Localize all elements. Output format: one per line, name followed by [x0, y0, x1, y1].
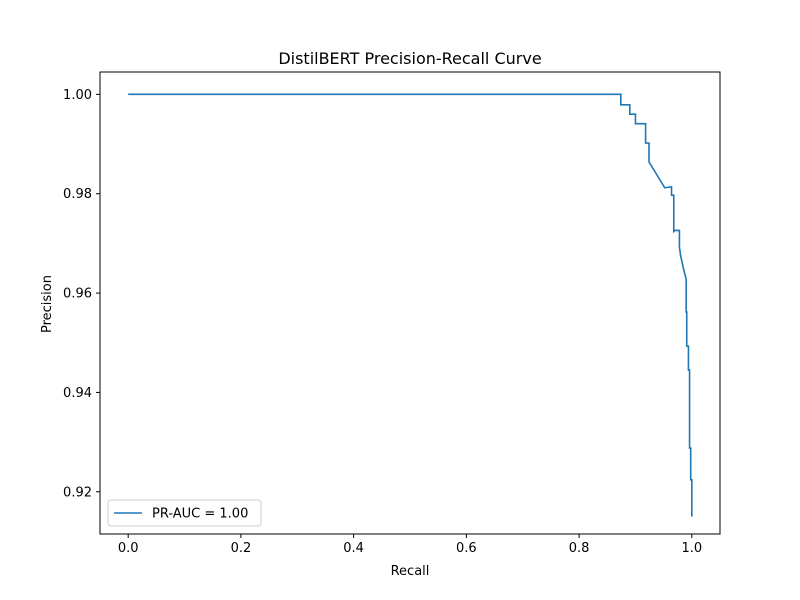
- legend: PR-AUC = 1.00: [107, 499, 262, 527]
- chart-title: DistilBERT Precision-Recall Curve: [278, 49, 541, 68]
- x-axis-ticks: 0.0 0.2 0.4 0.6 0.8 1.0: [118, 534, 702, 556]
- legend-label: PR-AUC = 1.00: [152, 507, 248, 522]
- x-tick-label: 0.4: [343, 541, 364, 556]
- y-tick-label: 0.96: [63, 287, 92, 302]
- x-tick-label: 0.0: [118, 541, 139, 556]
- y-tick-label: 0.98: [63, 187, 92, 202]
- series-line-0: [128, 93, 693, 517]
- x-axis-label: Recall: [391, 564, 430, 579]
- plot-background: [100, 72, 720, 534]
- y-axis-ticks: 0.92 0.94 0.96 0.98 1.00: [63, 88, 100, 500]
- x-tick-label: 0.6: [456, 541, 477, 556]
- legend-box: [107, 499, 262, 527]
- axes-frame: [99, 71, 721, 535]
- y-tick-label: 0.92: [63, 485, 92, 500]
- plot-area: [99, 71, 721, 535]
- x-tick-label: 0.8: [569, 541, 590, 556]
- y-tick-label: 0.94: [63, 386, 92, 401]
- x-tick-label: 0.2: [231, 541, 252, 556]
- y-tick-label: 1.00: [63, 88, 92, 103]
- x-tick-label: 1.0: [681, 541, 702, 556]
- y-axis-label: Precision: [40, 275, 55, 333]
